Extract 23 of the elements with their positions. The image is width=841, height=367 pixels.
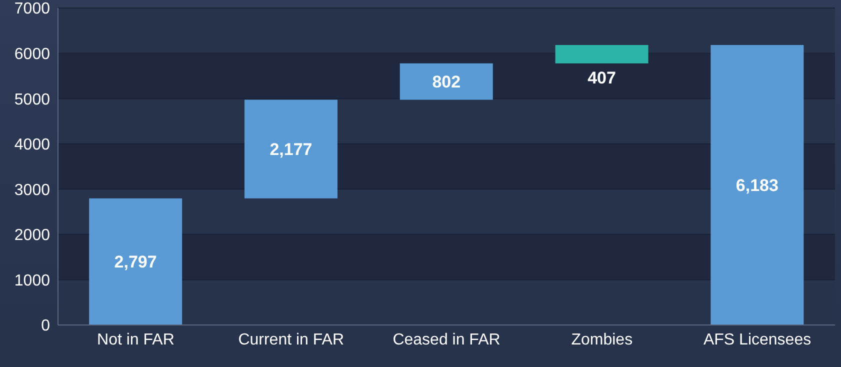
- data-label: 407: [588, 68, 616, 88]
- data-label: 6,183: [736, 176, 778, 195]
- x-tick-label: AFS Licensees: [703, 331, 812, 348]
- y-tick-label: 5000: [14, 91, 50, 108]
- x-tick-label: Zombies: [571, 331, 633, 348]
- data-label: 802: [432, 72, 461, 92]
- x-tick-label: Not in FAR: [97, 331, 174, 348]
- y-tick-label: 3000: [14, 182, 50, 199]
- x-tick-label: Ceased in FAR: [392, 331, 500, 348]
- bar: [710, 45, 804, 325]
- bar: [244, 100, 338, 198]
- y-tick-label: 7000: [14, 0, 50, 18]
- bar: [89, 198, 182, 325]
- y-tick-label: 2000: [14, 227, 50, 244]
- data-label: 2,177: [270, 140, 312, 160]
- y-tick-label: 6000: [14, 46, 50, 63]
- y-tick-label: 0: [41, 318, 50, 335]
- bar: [555, 45, 648, 64]
- y-tick-label: 4000: [14, 136, 50, 154]
- y-tick-label: 1000: [14, 272, 50, 290]
- x-tick-label: Current in FAR: [238, 331, 344, 348]
- data-label: 2,797: [114, 252, 157, 272]
- bar: [400, 63, 493, 100]
